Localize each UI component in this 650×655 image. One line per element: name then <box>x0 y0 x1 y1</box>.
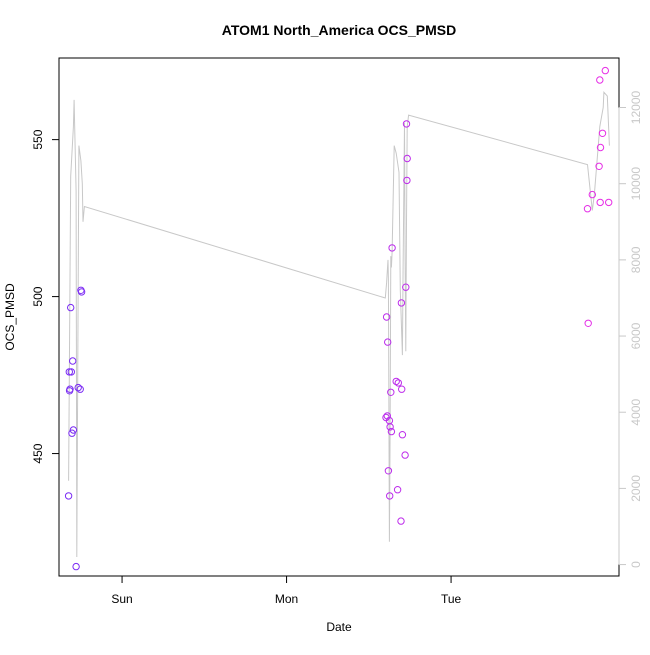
x-axis-label: Date <box>326 620 352 634</box>
data-point <box>393 486 402 494</box>
y-tick-label-left: 550 <box>31 129 45 149</box>
y-axis-right: 0 2000 4000 6000 8000 10000 12000 <box>618 91 643 568</box>
data-point <box>384 467 393 475</box>
data-point <box>398 385 406 393</box>
data-point <box>392 377 400 386</box>
data-point <box>386 423 394 431</box>
data-point <box>402 283 410 291</box>
data-point <box>65 368 74 376</box>
y-tick-label-right: 4000 <box>629 399 643 426</box>
data-point <box>67 303 75 312</box>
data-point <box>605 198 613 207</box>
data-point <box>397 299 406 307</box>
data-point <box>402 120 411 128</box>
x-tick-label: Tue <box>441 592 462 606</box>
data-point <box>398 431 407 439</box>
data-point <box>383 412 391 420</box>
data-point <box>386 492 394 500</box>
x-tick-label: Sun <box>111 592 132 606</box>
data-point <box>595 162 603 171</box>
data-point <box>382 313 391 321</box>
y-tick-label-right: 6000 <box>629 322 643 349</box>
data-point <box>388 244 396 252</box>
y-tick-label-left: 450 <box>31 443 45 463</box>
data-point <box>69 357 77 365</box>
chart-title: ATOM1 North_America OCS_PMSD <box>222 22 456 38</box>
data-point <box>394 379 402 387</box>
scatter-series <box>64 66 613 571</box>
data-point <box>596 76 604 84</box>
y-tick-label-left: 500 <box>31 286 45 306</box>
data-point <box>601 66 609 75</box>
data-point <box>72 562 80 571</box>
data-point <box>387 427 396 436</box>
y-tick-label-right: 10000 <box>629 167 643 201</box>
data-point <box>76 385 84 393</box>
data-point <box>403 176 411 185</box>
data-point <box>397 517 405 525</box>
data-point <box>64 492 73 500</box>
data-point <box>584 319 592 327</box>
data-point <box>596 198 604 207</box>
y-tick-label-right: 0 <box>629 561 643 568</box>
y-tick-label-right: 8000 <box>629 246 643 273</box>
data-point <box>67 368 76 376</box>
data-point <box>66 385 74 393</box>
data-point <box>77 288 86 296</box>
y-tick-label-right: 12000 <box>629 91 643 125</box>
data-point <box>588 190 596 199</box>
data-point <box>401 451 409 459</box>
data-point <box>598 129 607 138</box>
data-point <box>74 383 82 392</box>
data-point <box>384 338 392 346</box>
data-point <box>596 143 605 152</box>
data-point <box>403 154 411 163</box>
data-point <box>387 388 395 396</box>
line-series <box>68 91 610 558</box>
series-line <box>68 91 610 558</box>
y-axis-left: 450 500 550 <box>31 129 60 464</box>
x-tick-label: Mon <box>275 592 298 606</box>
data-point <box>583 205 592 213</box>
y-axis-label: OCS_PMSD <box>3 283 17 351</box>
data-point <box>69 426 78 434</box>
y-tick-label-right: 2000 <box>629 475 643 502</box>
x-axis: Sun Mon Tue <box>111 575 462 606</box>
